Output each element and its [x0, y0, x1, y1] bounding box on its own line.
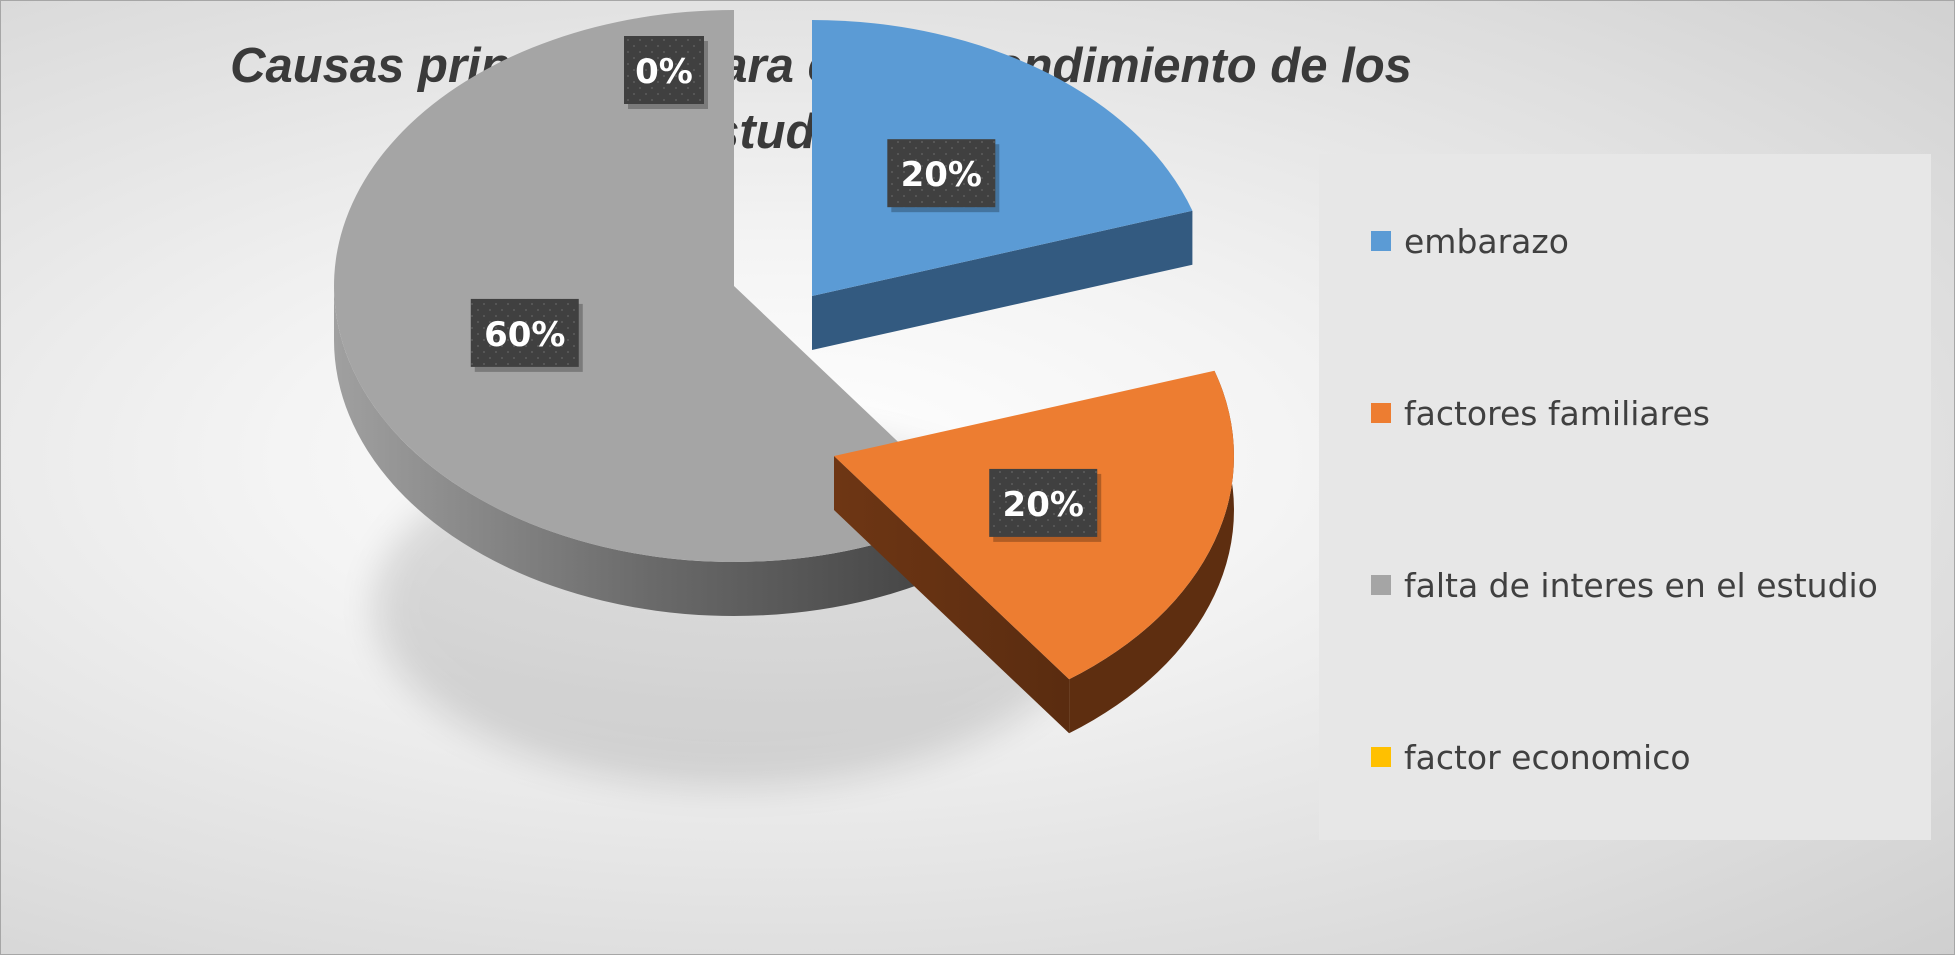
svg-text:20%: 20%: [1003, 485, 1084, 525]
legend-swatch-factor-economico: [1371, 747, 1391, 767]
legend-swatch-falta-de-interes: [1371, 575, 1391, 595]
pie-slice-falta-de-interes: [334, 10, 970, 562]
svg-text:60%: 60%: [484, 315, 565, 355]
data-label-embarazo: 20%: [887, 139, 1000, 213]
data-label-factores-familiares: 20%: [989, 468, 1102, 542]
legend-item-factor-economico: factor economico: [1371, 737, 1691, 777]
legend-item-factores-familiares: factores familiares: [1371, 393, 1710, 433]
pie-slice-embarazo: [812, 20, 1193, 296]
pie-slice-side-falta-de-interes: [333, 286, 970, 617]
legend-label-falta-de-interes: falta de interes en el estudio: [1404, 565, 1878, 605]
svg-text:0%: 0%: [635, 52, 693, 92]
legend-label-embarazo: embarazo: [1404, 221, 1569, 261]
svg-text:20%: 20%: [901, 155, 982, 195]
legend-swatch-factores-familiares: [1371, 403, 1391, 423]
pie-slice-side-factores-familiares: [834, 456, 1070, 734]
legend-label-factor-economico: factor economico: [1404, 737, 1691, 777]
legend-item-embarazo: embarazo: [1371, 221, 1569, 261]
pie-slice-side-embarazo: [812, 210, 1193, 350]
legend-label-factores-familiares: factores familiares: [1404, 393, 1710, 433]
data-label-factor-economico: 0%: [624, 36, 708, 109]
legend: embarazo factores familiares falta de in…: [1319, 154, 1931, 840]
data-label-falta-de-interes: 60%: [470, 298, 583, 372]
legend-item-falta-de-interes: falta de interes en el estudio: [1371, 565, 1878, 605]
legend-swatch-embarazo: [1371, 231, 1391, 251]
